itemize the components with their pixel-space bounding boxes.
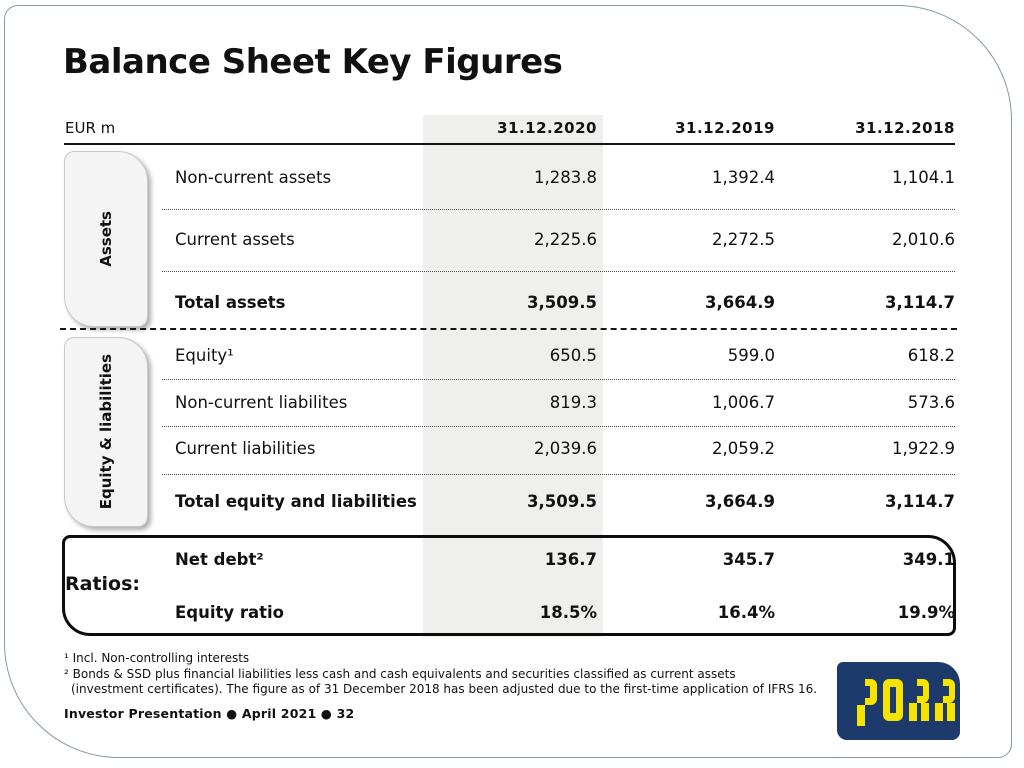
- row-label: Equity ratio: [175, 603, 285, 622]
- ratios-box: [62, 535, 956, 636]
- footnote-1: ¹ Incl. Non-controlling interests: [64, 651, 250, 665]
- slide-border: [4, 5, 1012, 758]
- row-value-2018: 3,114.7: [885, 293, 955, 312]
- footnote-2-continued: (investment certificates). The figure as…: [71, 682, 818, 696]
- row-value-2020: 18.5%: [539, 603, 597, 622]
- row-separator: [162, 271, 955, 272]
- section-divider: [60, 328, 957, 330]
- row-label: Current liabilities: [175, 439, 316, 458]
- row-value-2019: 16.4%: [717, 603, 775, 622]
- ratios-label: Ratios:: [65, 573, 141, 595]
- row-label: Current assets: [175, 230, 295, 249]
- row-value-2018: 3,114.7: [885, 492, 955, 511]
- row-value-2019: 2,272.5: [712, 230, 775, 249]
- row-label: Net debt²: [175, 550, 264, 569]
- row-label: Total assets: [175, 293, 286, 312]
- page-title: Balance Sheet Key Figures: [63, 42, 563, 82]
- section-label-assets-text: Assets: [97, 211, 115, 267]
- highlight-column-2020: [423, 115, 603, 637]
- row-value-2020: 3,509.5: [527, 293, 597, 312]
- column-header-2018: 31.12.2018: [855, 119, 955, 137]
- column-header-2019: 31.12.2019: [675, 119, 775, 137]
- row-separator: [162, 426, 955, 427]
- row-separator: [162, 474, 955, 475]
- unit-label: EUR m: [65, 119, 116, 137]
- row-value-2020: 819.3: [549, 393, 597, 412]
- footnotes: ¹ Incl. Non-controlling interests ² Bond…: [64, 651, 817, 698]
- row-value-2020: 136.7: [544, 550, 597, 569]
- row-value-2020: 3,509.5: [527, 492, 597, 511]
- column-header-2020: 31.12.2020: [497, 119, 597, 137]
- row-value-2020: 2,225.6: [534, 230, 597, 249]
- row-value-2018: 349.1: [902, 550, 955, 569]
- row-label: Total equity and liabilities: [175, 492, 417, 511]
- row-value-2019: 3,664.9: [705, 293, 775, 312]
- section-label-assets: Assets: [64, 151, 148, 327]
- row-value-2020: 2,039.6: [534, 439, 597, 458]
- row-separator: [162, 379, 955, 380]
- row-separator: [162, 209, 955, 210]
- row-value-2020: 1,283.8: [534, 168, 597, 187]
- row-label: Equity¹: [175, 346, 234, 365]
- header-rule: [64, 143, 955, 145]
- row-value-2019: 1,392.4: [712, 168, 775, 187]
- row-value-2018: 618.2: [907, 346, 955, 365]
- section-label-equity-liabilities-text: Equity & liabilities: [97, 354, 115, 510]
- row-value-2019: 3,664.9: [705, 492, 775, 511]
- row-value-2019: 345.7: [722, 550, 775, 569]
- section-label-equity-liabilities: Equity & liabilities: [64, 337, 148, 527]
- row-label: Non-current assets: [175, 168, 332, 187]
- row-value-2018: 19.9%: [897, 603, 955, 622]
- row-value-2018: 1,922.9: [892, 439, 955, 458]
- footnote-2: ² Bonds & SSD plus financial liabilities…: [64, 666, 736, 681]
- row-value-2018: 1,104.1: [892, 168, 955, 187]
- row-value-2019: 2,059.2: [712, 439, 775, 458]
- row-label: Non-current liabilites: [175, 393, 348, 412]
- row-value-2019: 599.0: [727, 346, 775, 365]
- footer-text: Investor Presentation ● April 2021 ● 32: [64, 706, 355, 721]
- porr-logo: PORR: [837, 662, 960, 740]
- row-value-2018: 2,010.6: [892, 230, 955, 249]
- porr-logo-letters: [857, 679, 955, 726]
- row-value-2019: 1,006.7: [712, 393, 775, 412]
- row-value-2020: 650.5: [549, 346, 597, 365]
- row-value-2018: 573.6: [907, 393, 955, 412]
